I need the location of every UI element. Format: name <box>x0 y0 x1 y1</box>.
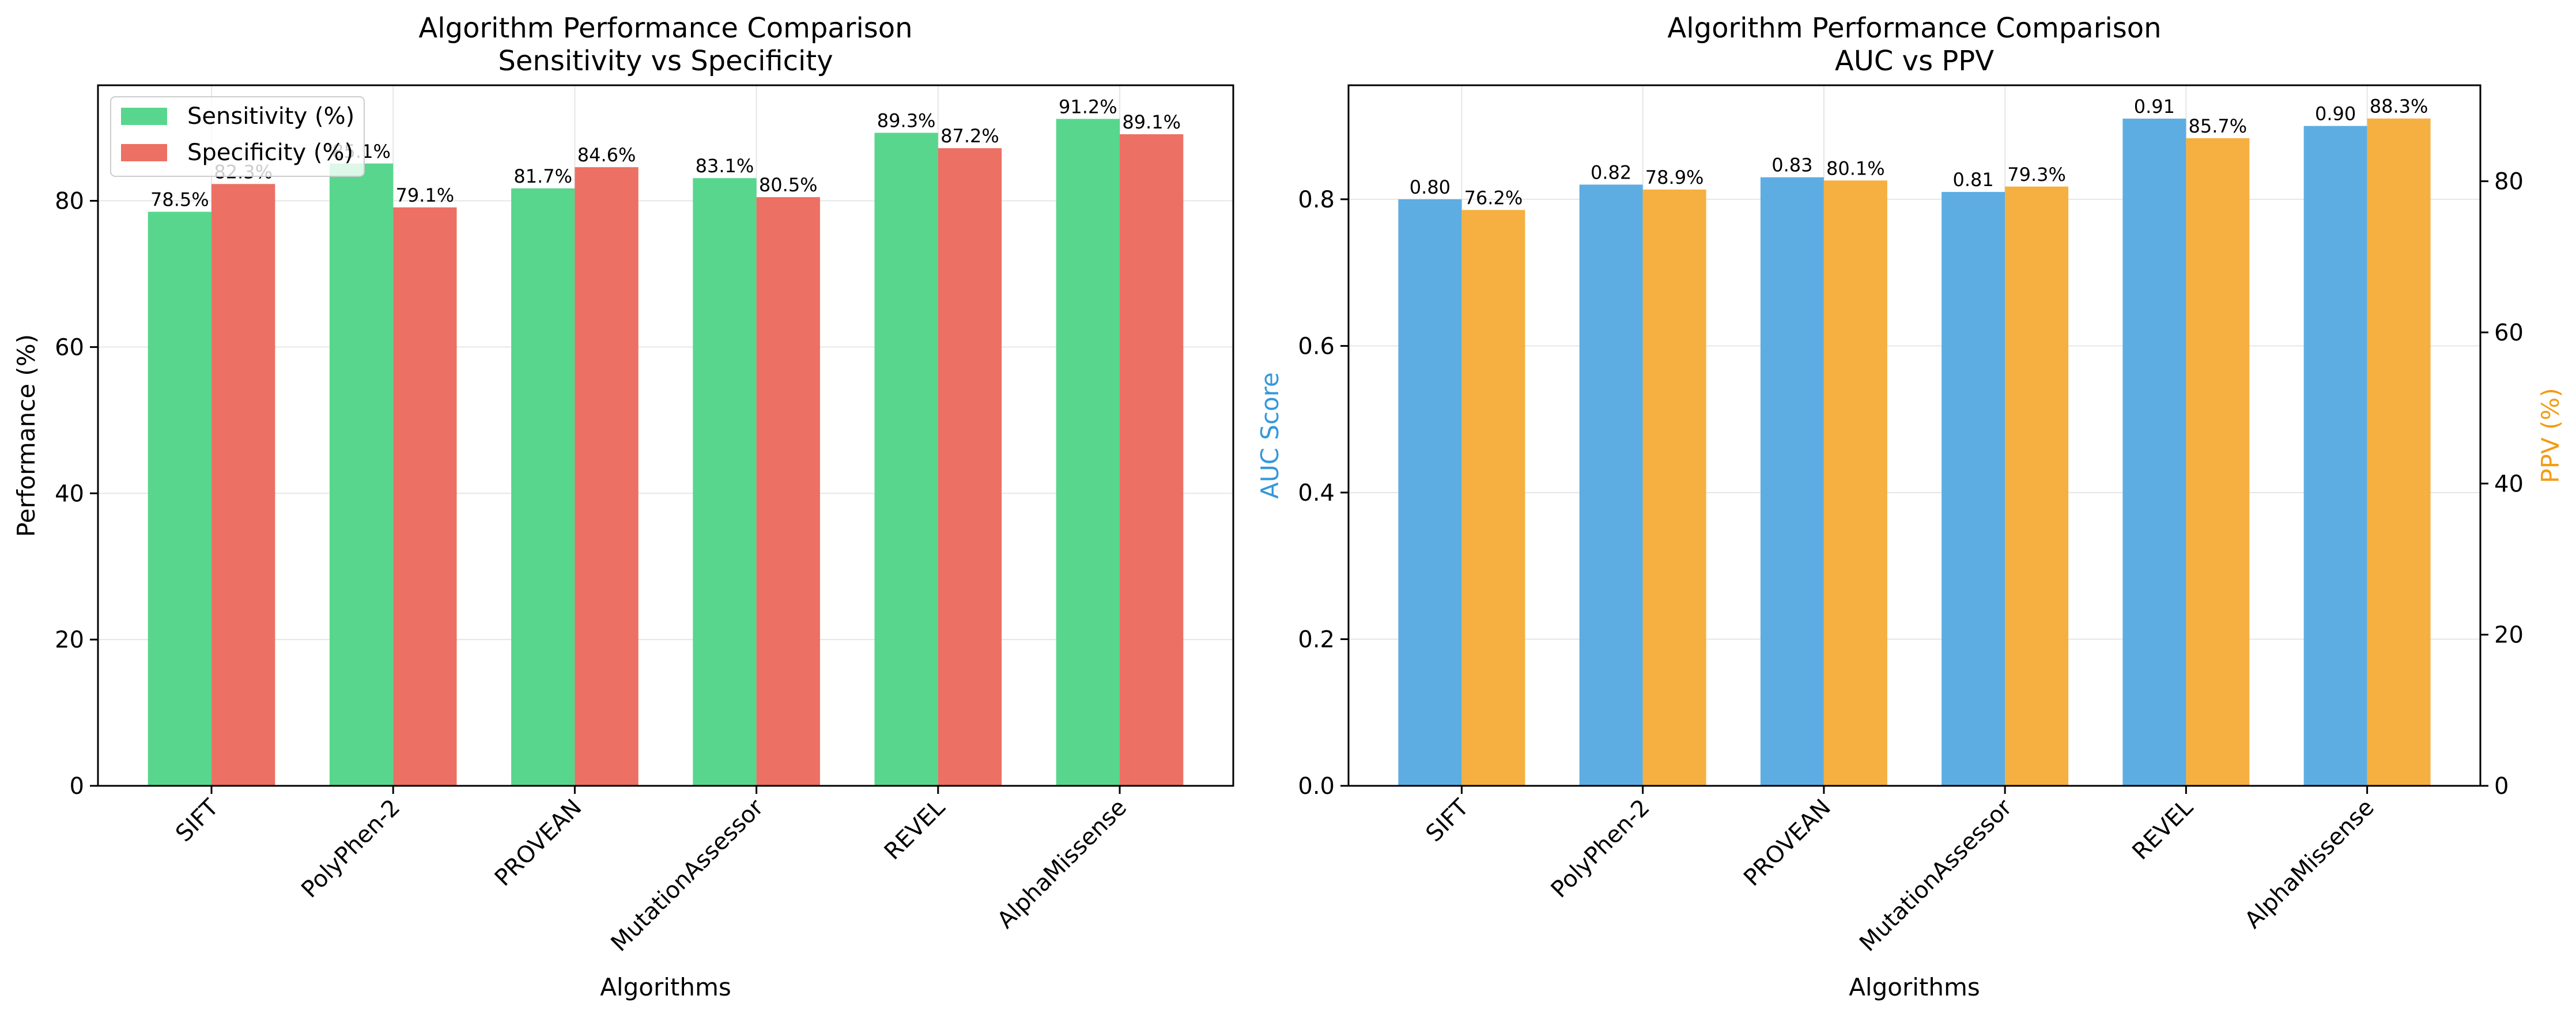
bar-value-label: 81.7% <box>513 165 572 187</box>
x-tick-label-polyphen-2: PolyPhen-2 <box>1546 794 1655 903</box>
y2-tick-label: 40 <box>2494 471 2524 497</box>
bar-ppv-sift <box>1461 210 1525 786</box>
legend-label-specificity: Specificity (%) <box>187 139 353 166</box>
bar-value-label: 80.5% <box>759 174 818 196</box>
bar-value-label: 79.1% <box>396 184 455 206</box>
bar-specificity-mutationassessor <box>756 197 820 786</box>
x-tick-label-revel: REVEL <box>2127 794 2199 865</box>
bar-value-label: 89.3% <box>877 110 936 132</box>
bar-value-label: 78.5% <box>150 189 209 211</box>
bar-value-label: 91.2% <box>1059 96 1117 118</box>
bar-value-label: 89.1% <box>1122 111 1181 133</box>
chart-right: Algorithm Performance Comparison AUC vs … <box>1256 12 2564 1001</box>
y-tick-label: 0.4 <box>1298 480 1335 506</box>
bar-value-label: 0.90 <box>2315 103 2356 125</box>
bar-value-label: 83.1% <box>696 155 754 177</box>
chart-left-legend: Sensitivity (%) Specificity (%) <box>110 96 365 177</box>
y-tick-label: 80 <box>55 188 84 215</box>
bar-value-label: 0.80 <box>1410 176 1451 198</box>
bar-value-label: 78.9% <box>1645 166 1704 188</box>
bar-ppv-revel <box>2186 138 2250 786</box>
legend-swatch-sensitivity <box>121 108 167 125</box>
bar-sensitivity-alphamissense <box>1056 119 1120 786</box>
x-tick-label-mutationassessor: MutationAssessor <box>1854 794 2017 956</box>
bar-ppv-provean <box>1823 180 1887 786</box>
bar-value-label: 0.81 <box>1953 169 1994 191</box>
chart-left-y-axis-label: Performance (%) <box>12 334 40 537</box>
y2-tick-label: 60 <box>2494 320 2524 346</box>
bar-auc-score-alphamissense <box>2303 126 2367 786</box>
bar-ppv-polyphen-2 <box>1642 190 1706 786</box>
bar-value-label: 0.83 <box>1772 154 1812 176</box>
bar-auc-score-polyphen-2 <box>1579 184 1643 786</box>
bar-value-label: 84.6% <box>577 144 636 166</box>
x-tick-label-revel: REVEL <box>879 794 951 865</box>
y2-tick-label: 80 <box>2494 169 2524 195</box>
y-tick-label: 0.6 <box>1298 333 1335 359</box>
bar-ppv-mutationassessor <box>2005 186 2069 786</box>
bar-auc-score-revel <box>2122 118 2186 786</box>
bar-specificity-polyphen-2 <box>393 207 457 786</box>
chart-left-plot-frame <box>97 84 1234 787</box>
bar-value-label: 87.2% <box>940 125 999 147</box>
bar-auc-score-provean <box>1760 177 1824 786</box>
bar-specificity-revel <box>938 148 1002 786</box>
bar-sensitivity-revel <box>874 133 938 786</box>
chart-right-plot-frame <box>1347 84 2481 787</box>
chart-left-x-axis-label: Algorithms <box>600 973 731 1001</box>
chart-right-subtitle: AUC vs PPV <box>1835 45 1994 77</box>
y-tick-label: 0.0 <box>1298 773 1335 800</box>
legend-label-sensitivity: Sensitivity (%) <box>187 103 354 130</box>
x-tick-label-polyphen-2: PolyPhen-2 <box>296 794 405 903</box>
y2-tick-label: 20 <box>2494 622 2524 649</box>
x-tick-label-alphamissense: AlphaMissense <box>992 794 1132 934</box>
bar-auc-score-sift <box>1398 199 1462 786</box>
x-tick-label-provean: PROVEAN <box>490 794 587 892</box>
chart-right-title: Algorithm Performance Comparison <box>1667 12 2161 44</box>
y-tick-label: 20 <box>55 627 84 653</box>
x-tick-label-mutationassessor: MutationAssessor <box>606 794 769 956</box>
y-tick-label: 0 <box>70 773 84 800</box>
x-tick-label-alphamissense: AlphaMissense <box>2240 794 2379 934</box>
chart-left: Algorithm Performance Comparison Sensiti… <box>12 12 1234 1001</box>
bar-value-label: 0.82 <box>1591 161 1631 183</box>
chart-left-subtitle: Sensitivity vs Specificity <box>498 45 833 77</box>
chart-right-y2-axis-label: PPV (%) <box>2536 388 2564 483</box>
bar-value-label: 85.7% <box>2189 115 2248 137</box>
bar-sensitivity-provean <box>511 188 575 786</box>
bar-value-label: 79.3% <box>2007 164 2066 186</box>
chart-right-x-axis-label: Algorithms <box>1849 973 1980 1001</box>
legend-box <box>110 96 365 177</box>
x-tick-label-sift: SIFT <box>171 794 224 847</box>
bar-value-label: 0.91 <box>2134 96 2175 118</box>
bar-sensitivity-sift <box>148 211 211 786</box>
y-tick-label: 0.8 <box>1298 187 1335 213</box>
y-tick-label: 0.2 <box>1298 626 1335 653</box>
chart-left-title: Algorithm Performance Comparison <box>418 12 912 44</box>
bar-specificity-provean <box>575 167 639 786</box>
bar-sensitivity-mutationassessor <box>693 178 757 786</box>
y2-tick-label: 0 <box>2494 773 2509 800</box>
x-tick-label-provean: PROVEAN <box>1739 794 1836 892</box>
bar-auc-score-mutationassessor <box>1942 192 2005 786</box>
y-tick-label: 60 <box>55 334 84 361</box>
bar-value-label: 76.2% <box>1464 187 1523 209</box>
chart-right-y-axis-label: AUC Score <box>1256 372 1284 499</box>
bar-specificity-sift <box>211 184 275 786</box>
bar-sensitivity-polyphen-2 <box>329 163 394 786</box>
bar-value-label: 80.1% <box>1826 157 1885 179</box>
legend-swatch-specificity <box>121 144 167 161</box>
y-tick-label: 40 <box>55 480 84 507</box>
x-tick-label-sift: SIFT <box>1421 794 1474 847</box>
bar-value-label: 88.3% <box>2370 96 2428 118</box>
bar-specificity-alphamissense <box>1120 134 1184 786</box>
bar-ppv-alphamissense <box>2367 118 2431 786</box>
